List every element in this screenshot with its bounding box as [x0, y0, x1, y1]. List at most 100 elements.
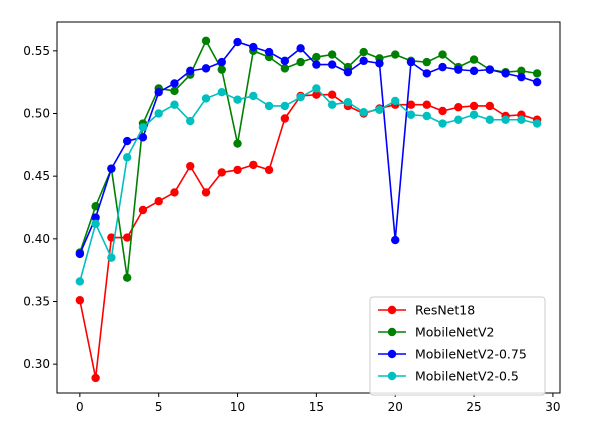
data-point-resnet18: [249, 160, 258, 170]
data-point-mobilenetv2-0-75: [391, 235, 400, 245]
data-point-mobilenetv2-0-75: [312, 60, 321, 69]
data-point-mobilenetv2: [91, 202, 100, 211]
data-point-resnet18: [186, 161, 195, 171]
data-point-resnet18: [233, 165, 242, 175]
data-point-mobilenetv2-0-75: [517, 72, 526, 82]
data-point-resnet18: [201, 188, 211, 197]
data-point-resnet18: [438, 106, 447, 116]
data-point-mobilenetv2-0-5: [107, 253, 116, 262]
x-tick-label: 0: [76, 400, 84, 414]
data-point-resnet18: [264, 165, 274, 175]
data-point-mobilenetv2-0-5: [406, 110, 416, 119]
data-point-mobilenetv2-0-5: [343, 98, 353, 107]
data-point-mobilenetv2-0-5: [91, 219, 100, 228]
legend: ResNet18 MobileNetV2 MobileNetV2-0.75 Mobil…: [369, 296, 546, 396]
legend-label: MobileNetV2: [415, 325, 494, 340]
data-point-mobilenetv2: [233, 139, 242, 148]
legend-label: ResNet18: [415, 303, 475, 318]
data-point-mobilenetv2-0-5: [454, 115, 463, 124]
data-point-mobilenetv2-0-5: [375, 105, 384, 114]
data-point-mobilenetv2-0-75: [296, 44, 305, 53]
data-point-mobilenetv2-0-75: [201, 64, 211, 73]
data-point-resnet18: [170, 188, 179, 197]
data-point-resnet18: [122, 233, 132, 242]
data-point-mobilenetv2-0-5: [391, 96, 400, 106]
data-point-mobilenetv2: [201, 36, 211, 45]
data-point-mobilenetv2: [312, 52, 321, 62]
data-point-mobilenetv2-0-5: [249, 91, 258, 101]
data-point-mobilenetv2-0-75: [438, 62, 447, 72]
data-point-mobilenetv2-0-5: [296, 93, 305, 102]
data-point-mobilenetv2-0-5: [217, 87, 226, 97]
data-point-mobilenetv2: [359, 47, 368, 57]
x-tick-label: 15: [309, 400, 324, 414]
data-point-resnet18: [454, 103, 463, 112]
data-point-mobilenetv2-0-5: [233, 95, 242, 104]
data-point-resnet18: [485, 101, 495, 111]
data-point-mobilenetv2-0-75: [107, 164, 116, 173]
data-point-mobilenetv2-0-75: [280, 56, 290, 66]
data-point-mobilenetv2-0-75: [233, 37, 242, 47]
data-point-mobilenetv2-0-5: [186, 116, 195, 126]
legend-swatch-marker: [387, 349, 397, 359]
data-point-resnet18: [91, 373, 100, 383]
data-point-mobilenetv2-0-5: [138, 123, 148, 132]
data-point-resnet18: [422, 100, 431, 109]
legend-label: MobileNetV2-0.75: [415, 347, 527, 362]
data-point-mobilenetv2-0-75: [327, 60, 337, 69]
data-point-mobilenetv2: [217, 65, 226, 74]
data-point-mobilenetv2: [296, 57, 305, 67]
data-point-mobilenetv2-0-5: [359, 108, 368, 117]
x-tick-label: 5: [155, 400, 163, 414]
data-point-mobilenetv2-0-75: [469, 66, 479, 76]
data-point-resnet18: [138, 205, 148, 215]
data-point-mobilenetv2: [532, 69, 542, 78]
axes-frame: [56, 21, 561, 394]
legend-label: MobileNetV2-0.5: [415, 369, 519, 384]
data-point-resnet18: [312, 90, 321, 99]
data-point-mobilenetv2: [517, 66, 526, 76]
data-point-mobilenetv2: [422, 57, 431, 67]
plot-area: [75, 36, 542, 383]
data-point-mobilenetv2-0-5: [501, 115, 510, 124]
data-point-mobilenetv2: [170, 86, 179, 96]
data-point-mobilenetv2-0-75: [343, 67, 353, 77]
data-point-mobilenetv2-0-75: [454, 65, 463, 74]
data-point-resnet18: [217, 168, 226, 177]
x-tick-label: 10: [230, 400, 245, 414]
data-point-resnet18: [327, 90, 337, 99]
data-point-mobilenetv2-0-5: [469, 110, 479, 119]
data-point-mobilenetv2-0-75: [532, 77, 542, 87]
data-point-mobilenetv2-0-75: [138, 133, 148, 142]
series-mobilenetv2-0-5: [75, 84, 542, 286]
legend-swatch-marker: [387, 305, 397, 315]
data-point-mobilenetv2: [327, 50, 337, 59]
data-point-mobilenetv2-0-75: [217, 57, 226, 67]
data-point-mobilenetv2-0-75: [249, 42, 258, 52]
data-point-mobilenetv2-0-75: [75, 249, 85, 259]
data-point-mobilenetv2: [391, 50, 400, 59]
data-point-mobilenetv2-0-5: [154, 109, 163, 118]
y-tick-label: 0.30: [23, 357, 50, 371]
data-point-mobilenetv2-0-75: [406, 57, 416, 67]
legend-swatch-marker: [387, 327, 397, 337]
data-point-mobilenetv2-0-75: [422, 69, 431, 78]
data-point-mobilenetv2-0-75: [154, 87, 163, 97]
data-point-mobilenetv2-0-5: [327, 100, 337, 109]
data-point-mobilenetv2-0-5: [201, 94, 211, 103]
x-tick-label: 25: [466, 400, 481, 414]
data-point-mobilenetv2-0-75: [170, 79, 179, 88]
data-point-mobilenetv2: [122, 273, 132, 282]
data-point-mobilenetv2: [469, 55, 479, 64]
x-tick-label: 30: [545, 400, 560, 414]
data-point-mobilenetv2-0-5: [422, 111, 431, 121]
data-point-mobilenetv2-0-5: [485, 115, 495, 124]
data-point-mobilenetv2-0-75: [501, 69, 510, 78]
data-point-mobilenetv2-0-75: [485, 65, 495, 74]
legend-box: [369, 296, 546, 396]
data-point-mobilenetv2: [280, 64, 290, 73]
y-tick-label: 0.45: [23, 169, 50, 183]
x-tick-label: 20: [388, 400, 403, 414]
data-point-mobilenetv2-0-5: [264, 101, 274, 111]
